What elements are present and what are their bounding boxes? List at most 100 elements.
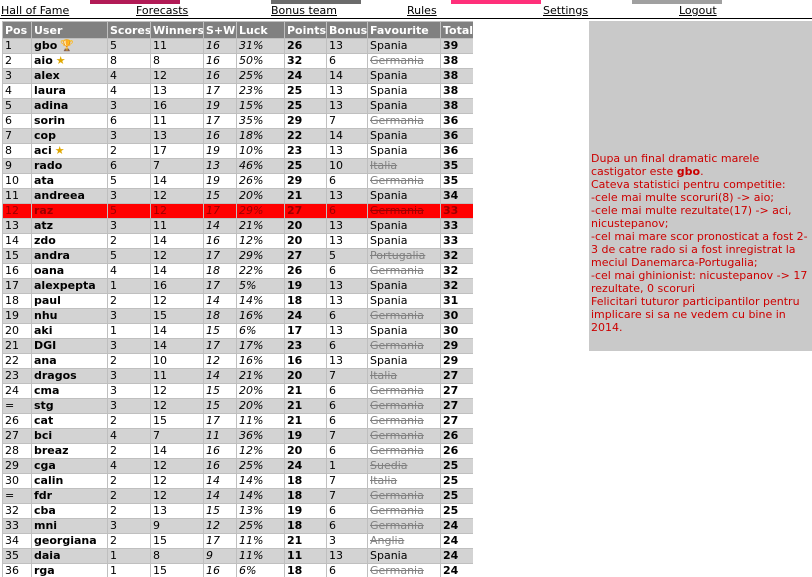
table-row: 22 ana 2 10 12 16% 16 13 Spania 29 [2, 353, 473, 369]
cell-scores: 2 [107, 293, 151, 309]
cell-points: 21 [284, 383, 327, 399]
username: cba [34, 504, 56, 518]
cell-pos: 8 [2, 143, 32, 159]
username: andra [34, 249, 70, 263]
cell-luck: 5% [236, 278, 285, 294]
cell-favourite: Germania [367, 203, 441, 219]
username: stg [34, 399, 54, 413]
cell-total: 27 [440, 398, 473, 414]
cell-user: nhu [31, 308, 108, 324]
table-header-row: Pos User Scores Winners S+W Luck Points … [2, 21, 473, 39]
top-strip-segment [631, 0, 722, 4]
cell-favourite: Spania [367, 188, 441, 204]
cell-user: cat [31, 413, 108, 429]
standings-table: Pos User Scores Winners S+W Luck Points … [2, 21, 473, 577]
cell-total: 25 [440, 488, 473, 504]
nav-logout[interactable]: Logout [679, 4, 717, 17]
cell-user: cma [31, 383, 108, 399]
cell-total: 32 [440, 248, 473, 264]
nav-forecasts[interactable]: Forecasts [136, 4, 189, 17]
cell-scores: 6 [107, 158, 151, 174]
cell-total: 29 [440, 338, 473, 354]
cell-user: cba [31, 503, 108, 519]
cell-points: 16 [284, 353, 327, 369]
username: nhu [34, 309, 58, 323]
cell-scores: 8 [107, 53, 151, 69]
cell-pos: 1 [2, 38, 32, 54]
username: dragos [34, 369, 77, 383]
cell-user: paul [31, 293, 108, 309]
cell-scores: 3 [107, 518, 151, 534]
cell-total: 29 [440, 353, 473, 369]
nav-bonus-team[interactable]: Bonus team [271, 4, 337, 17]
username: ana [34, 354, 57, 368]
cell-points: 21 [284, 188, 327, 204]
nav-settings[interactable]: Settings [543, 4, 589, 17]
cell-luck: 35% [236, 113, 285, 129]
cell-points: 25 [284, 158, 327, 174]
cell-favourite: Spania [367, 83, 441, 99]
username: paul [34, 294, 61, 308]
cell-total: 34 [440, 188, 473, 204]
table-row: 10 ata 5 14 19 26% 29 6 Germania 35 [2, 173, 473, 189]
cell-favourite: Germania [367, 488, 441, 504]
cell-points: 27 [284, 248, 327, 264]
nav-rules[interactable]: Rules [407, 4, 437, 17]
cell-winners: 12 [150, 203, 204, 219]
cell-sw: 15 [203, 323, 237, 339]
cell-user: alexpepta [31, 278, 108, 294]
cell-luck: 26% [236, 173, 285, 189]
cell-luck: 29% [236, 248, 285, 264]
cell-pos: 2 [2, 53, 32, 69]
nav-hall-of-fame[interactable]: Hall of Fame [1, 4, 70, 17]
cell-luck: 46% [236, 158, 285, 174]
cell-user: atz [31, 218, 108, 234]
cell-bonus: 6 [326, 518, 368, 534]
top-strip-segment [0, 0, 91, 4]
cell-total: 38 [440, 53, 473, 69]
cell-winners: 13 [150, 128, 204, 144]
cell-pos: 17 [2, 278, 32, 294]
standings-table-body: 1 gbo 🏆 5 11 16 31% 26 13 Spania 39 2 aio ★ 8 8 16 50% 32 6… [2, 38, 473, 577]
cell-pos: 32 [2, 503, 32, 519]
table-row: 1 gbo 🏆 5 11 16 31% 26 13 Spania 39 [2, 38, 473, 54]
announcement-intro: Dupa un final dramatic marele castigator… [591, 152, 812, 178]
cell-total: 31 [440, 293, 473, 309]
cell-winners: 12 [150, 488, 204, 504]
cell-luck: 10% [236, 143, 285, 159]
cell-bonus: 6 [326, 563, 368, 577]
cell-luck: 21% [236, 368, 285, 384]
cell-winners: 12 [150, 188, 204, 204]
cell-scores: 1 [107, 548, 151, 564]
username: cop [34, 129, 56, 143]
cell-scores: 2 [107, 488, 151, 504]
cell-bonus: 13 [326, 98, 368, 114]
cell-bonus: 5 [326, 248, 368, 264]
cell-user: mni [31, 518, 108, 534]
table-row: 6 sorin 6 11 17 35% 29 7 Germania 36 [2, 113, 473, 129]
cell-luck: 18% [236, 128, 285, 144]
cell-points: 24 [284, 458, 327, 474]
cell-points: 18 [284, 518, 327, 534]
table-row: 19 nhu 3 15 18 16% 24 6 Germania 30 [2, 308, 473, 324]
column-header-favourite: Favourite [367, 21, 441, 39]
cell-pos: = [2, 398, 32, 414]
table-row: 24 cma 3 12 15 20% 21 6 Germania 27 [2, 383, 473, 399]
cell-sw: 19 [203, 173, 237, 189]
cell-bonus: 13 [326, 188, 368, 204]
cell-total: 26 [440, 443, 473, 459]
cell-points: 27 [284, 203, 327, 219]
cell-pos: 7 [2, 128, 32, 144]
star-icon: ★ [55, 54, 66, 67]
cell-total: 25 [440, 458, 473, 474]
cell-pos: 3 [2, 68, 32, 84]
cell-bonus: 7 [326, 488, 368, 504]
cell-bonus: 14 [326, 128, 368, 144]
username: cga [34, 459, 56, 473]
table-row: 35 daia 1 8 9 11% 11 13 Spania 24 [2, 548, 473, 564]
username: daia [34, 549, 61, 563]
cell-luck: 14% [236, 293, 285, 309]
cell-pos: 11 [2, 188, 32, 204]
cell-points: 18 [284, 293, 327, 309]
cell-sw: 14 [203, 488, 237, 504]
